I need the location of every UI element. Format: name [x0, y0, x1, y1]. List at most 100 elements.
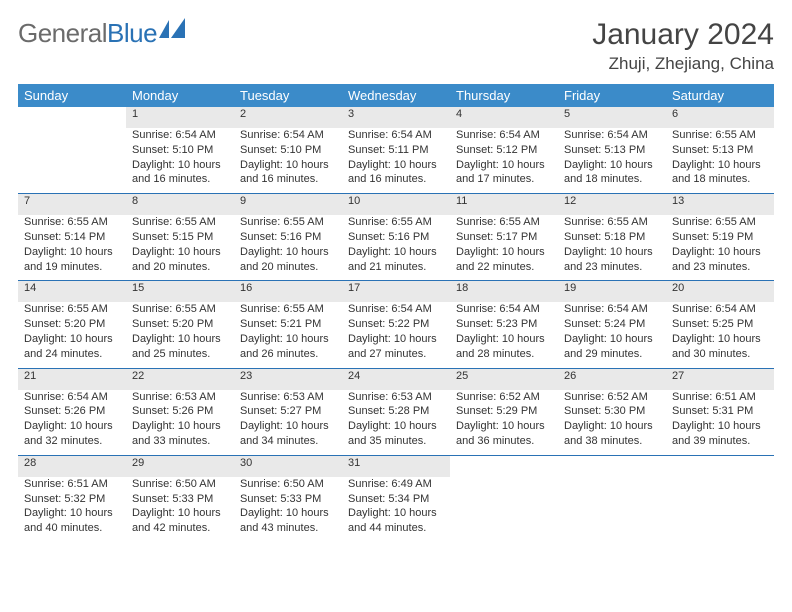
content-row: Sunrise: 6:51 AMSunset: 5:32 PMDaylight:… [18, 477, 774, 542]
sunrise-text: Sunrise: 6:55 AM [24, 215, 120, 230]
daylight2-text: and 20 minutes. [132, 260, 228, 275]
daylight1-text: Daylight: 10 hours [564, 419, 660, 434]
sunrise-text: Sunrise: 6:55 AM [240, 215, 336, 230]
daylight2-text: and 43 minutes. [240, 521, 336, 536]
day-number: 22 [126, 368, 234, 389]
day-cell [558, 477, 666, 542]
sunset-text: Sunset: 5:13 PM [564, 143, 660, 158]
day-number: 15 [126, 281, 234, 302]
daylight1-text: Daylight: 10 hours [132, 506, 228, 521]
day-number: 7 [18, 194, 126, 215]
sunrise-text: Sunrise: 6:54 AM [456, 302, 552, 317]
day-number: 14 [18, 281, 126, 302]
daylight1-text: Daylight: 10 hours [240, 506, 336, 521]
sunset-text: Sunset: 5:23 PM [456, 317, 552, 332]
title-block: January 2024 Zhuji, Zhejiang, China [592, 18, 774, 74]
day-cell: Sunrise: 6:51 AMSunset: 5:32 PMDaylight:… [18, 477, 126, 542]
daylight2-text: and 29 minutes. [564, 347, 660, 362]
calendar-table: Sunday Monday Tuesday Wednesday Thursday… [18, 84, 774, 542]
sunrise-text: Sunrise: 6:55 AM [132, 215, 228, 230]
daylight1-text: Daylight: 10 hours [240, 158, 336, 173]
sunset-text: Sunset: 5:26 PM [132, 404, 228, 419]
content-row: Sunrise: 6:54 AMSunset: 5:26 PMDaylight:… [18, 390, 774, 456]
day-cell: Sunrise: 6:54 AMSunset: 5:26 PMDaylight:… [18, 390, 126, 456]
day-number: 1 [126, 107, 234, 128]
brand-logo: GeneralBlue [18, 18, 187, 49]
day-number: 27 [666, 368, 774, 389]
day-cell: Sunrise: 6:51 AMSunset: 5:31 PMDaylight:… [666, 390, 774, 456]
day-cell: Sunrise: 6:55 AMSunset: 5:21 PMDaylight:… [234, 302, 342, 368]
sunset-text: Sunset: 5:16 PM [348, 230, 444, 245]
daylight1-text: Daylight: 10 hours [132, 332, 228, 347]
daylight1-text: Daylight: 10 hours [348, 332, 444, 347]
day-number: 5 [558, 107, 666, 128]
daylight1-text: Daylight: 10 hours [456, 419, 552, 434]
day-number: 12 [558, 194, 666, 215]
sunrise-text: Sunrise: 6:55 AM [240, 302, 336, 317]
daylight2-text: and 25 minutes. [132, 347, 228, 362]
day-number: 3 [342, 107, 450, 128]
daylight1-text: Daylight: 10 hours [456, 245, 552, 260]
day-header: Friday [558, 84, 666, 107]
day-cell: Sunrise: 6:53 AMSunset: 5:27 PMDaylight:… [234, 390, 342, 456]
daylight2-text: and 27 minutes. [348, 347, 444, 362]
calendar-page: GeneralBlue January 2024 Zhuji, Zhejiang… [0, 0, 792, 552]
sunrise-text: Sunrise: 6:51 AM [672, 390, 768, 405]
daylight1-text: Daylight: 10 hours [672, 332, 768, 347]
sunrise-text: Sunrise: 6:54 AM [456, 128, 552, 143]
daylight1-text: Daylight: 10 hours [348, 158, 444, 173]
sunrise-text: Sunrise: 6:53 AM [132, 390, 228, 405]
day-cell: Sunrise: 6:54 AMSunset: 5:22 PMDaylight:… [342, 302, 450, 368]
day-number: 6 [666, 107, 774, 128]
sunset-text: Sunset: 5:32 PM [24, 492, 120, 507]
sunset-text: Sunset: 5:10 PM [132, 143, 228, 158]
daylight2-text: and 28 minutes. [456, 347, 552, 362]
day-cell [450, 477, 558, 542]
header: GeneralBlue January 2024 Zhuji, Zhejiang… [18, 18, 774, 74]
daylight2-text: and 20 minutes. [240, 260, 336, 275]
day-cell: Sunrise: 6:50 AMSunset: 5:33 PMDaylight:… [126, 477, 234, 542]
daylight2-text: and 36 minutes. [456, 434, 552, 449]
sunset-text: Sunset: 5:12 PM [456, 143, 552, 158]
daylight2-text: and 18 minutes. [672, 172, 768, 187]
sunrise-text: Sunrise: 6:53 AM [348, 390, 444, 405]
day-cell: Sunrise: 6:54 AMSunset: 5:10 PMDaylight:… [126, 128, 234, 194]
day-header: Monday [126, 84, 234, 107]
day-cell: Sunrise: 6:55 AMSunset: 5:15 PMDaylight:… [126, 215, 234, 281]
sunrise-text: Sunrise: 6:50 AM [240, 477, 336, 492]
sunset-text: Sunset: 5:34 PM [348, 492, 444, 507]
day-number: 31 [342, 455, 450, 476]
sunrise-text: Sunrise: 6:55 AM [564, 215, 660, 230]
day-cell: Sunrise: 6:55 AMSunset: 5:16 PMDaylight:… [234, 215, 342, 281]
daylight1-text: Daylight: 10 hours [672, 158, 768, 173]
daylight2-text: and 33 minutes. [132, 434, 228, 449]
sunset-text: Sunset: 5:33 PM [240, 492, 336, 507]
daynum-row: 14151617181920 [18, 281, 774, 302]
day-header: Thursday [450, 84, 558, 107]
sunrise-text: Sunrise: 6:52 AM [456, 390, 552, 405]
daynum-row: 21222324252627 [18, 368, 774, 389]
day-number: 9 [234, 194, 342, 215]
sunset-text: Sunset: 5:30 PM [564, 404, 660, 419]
sunrise-text: Sunrise: 6:55 AM [132, 302, 228, 317]
sunset-text: Sunset: 5:27 PM [240, 404, 336, 419]
sunrise-text: Sunrise: 6:54 AM [564, 302, 660, 317]
day-cell: Sunrise: 6:55 AMSunset: 5:19 PMDaylight:… [666, 215, 774, 281]
daylight2-text: and 24 minutes. [24, 347, 120, 362]
sunset-text: Sunset: 5:13 PM [672, 143, 768, 158]
daylight2-text: and 22 minutes. [456, 260, 552, 275]
day-cell: Sunrise: 6:49 AMSunset: 5:34 PMDaylight:… [342, 477, 450, 542]
daynum-row: 78910111213 [18, 194, 774, 215]
day-cell: Sunrise: 6:53 AMSunset: 5:28 PMDaylight:… [342, 390, 450, 456]
sunset-text: Sunset: 5:31 PM [672, 404, 768, 419]
location: Zhuji, Zhejiang, China [592, 54, 774, 74]
day-cell: Sunrise: 6:55 AMSunset: 5:20 PMDaylight:… [126, 302, 234, 368]
daylight2-text: and 38 minutes. [564, 434, 660, 449]
daylight2-text: and 18 minutes. [564, 172, 660, 187]
daylight2-text: and 19 minutes. [24, 260, 120, 275]
day-number: 16 [234, 281, 342, 302]
daylight1-text: Daylight: 10 hours [672, 419, 768, 434]
day-header: Sunday [18, 84, 126, 107]
sunset-text: Sunset: 5:18 PM [564, 230, 660, 245]
daylight2-text: and 32 minutes. [24, 434, 120, 449]
